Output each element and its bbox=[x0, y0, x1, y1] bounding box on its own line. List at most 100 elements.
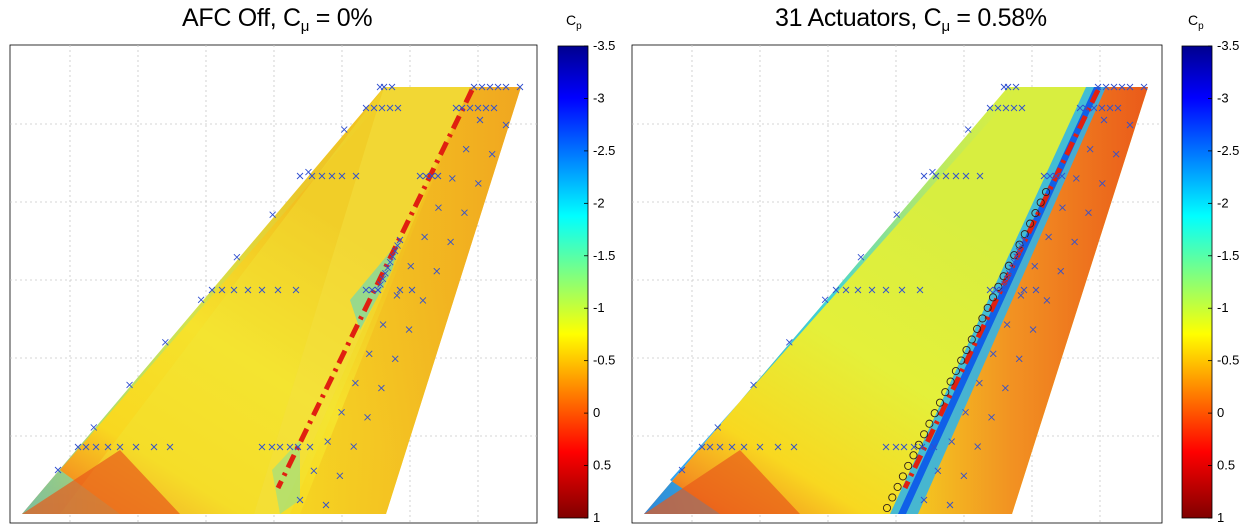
pressure-tap-marker bbox=[1085, 209, 1092, 217]
pressure-tap-marker bbox=[276, 443, 284, 451]
actuator-marker bbox=[888, 493, 897, 502]
pressure-tap-marker bbox=[1015, 355, 1023, 363]
pressure-tap-marker bbox=[1002, 104, 1010, 112]
pressure-tap-marker bbox=[362, 286, 370, 294]
pressure-tap-marker bbox=[269, 211, 276, 218]
pressure-tap-marker bbox=[54, 466, 62, 474]
pressure-tap-marker bbox=[452, 104, 460, 112]
colorbar-tick-label: 0 bbox=[1217, 405, 1224, 420]
actuator-marker bbox=[1015, 240, 1024, 249]
pressure-tap-marker bbox=[910, 443, 918, 451]
pressure-tap-marker bbox=[150, 443, 158, 451]
pressure-tap-marker bbox=[407, 262, 415, 270]
pressure-tap-marker bbox=[989, 350, 997, 358]
pressure-tap-marker bbox=[338, 408, 345, 416]
pressure-tap-marker bbox=[516, 83, 524, 91]
actuator-marker bbox=[1026, 219, 1035, 228]
pressure-tap-marker bbox=[296, 172, 304, 180]
actuator-marker bbox=[930, 409, 939, 418]
pressure-tap-marker bbox=[1031, 262, 1039, 270]
pressure-tap-marker bbox=[1114, 104, 1122, 112]
pressure-tap-marker bbox=[126, 381, 133, 389]
colorbar-tick-label: -0.5 bbox=[593, 353, 615, 368]
pressure-tap-marker bbox=[394, 104, 402, 112]
pressure-tap-marker bbox=[447, 238, 454, 246]
pressure-tap-marker bbox=[842, 286, 850, 294]
actuator-marker bbox=[988, 293, 998, 302]
pressure-tap-marker bbox=[1052, 172, 1060, 180]
pressure-tap-marker bbox=[893, 211, 900, 218]
pressure-tap-marker bbox=[132, 443, 140, 451]
left-colorbar-label: Cp bbox=[566, 12, 582, 32]
pressure-tap-marker bbox=[305, 168, 312, 176]
pressure-tap-marker bbox=[920, 496, 928, 504]
pressure-tap-marker bbox=[292, 286, 300, 294]
pressure-tap-marker bbox=[976, 379, 983, 387]
colorbar-tick-label: -1.5 bbox=[1217, 248, 1239, 263]
actuator-marker bbox=[1020, 230, 1029, 239]
pressure-tap-marker bbox=[1001, 281, 1008, 288]
pressure-tap-marker bbox=[434, 172, 442, 180]
pressure-tap-marker bbox=[1072, 175, 1080, 182]
pressure-tap-marker bbox=[1112, 150, 1120, 158]
pressure-tap-marker bbox=[286, 443, 294, 451]
colorbar-tick-label: -3 bbox=[593, 90, 605, 105]
pressure-tap-marker bbox=[274, 286, 282, 294]
pressure-tap-marker bbox=[435, 204, 442, 212]
pressure-tap-marker bbox=[986, 104, 994, 112]
pressure-tap-marker bbox=[898, 286, 906, 294]
left-title-main: AFC Off, C bbox=[182, 4, 301, 32]
actuator-marker bbox=[941, 388, 950, 397]
actuator-marker bbox=[1004, 261, 1013, 270]
pressure-tap-marker bbox=[233, 253, 241, 261]
pressure-tap-marker bbox=[1015, 247, 1023, 255]
pressure-tap-marker bbox=[1045, 233, 1052, 241]
pressure-tap-marker bbox=[714, 424, 722, 431]
pressure-tap-marker bbox=[857, 253, 865, 261]
left-hinge-line bbox=[275, 88, 475, 490]
pressure-tap-marker bbox=[1090, 104, 1098, 112]
pressure-tap-marker bbox=[391, 355, 399, 363]
pressure-tap-marker bbox=[1002, 384, 1009, 392]
pressure-tap-marker bbox=[352, 172, 360, 180]
pressure-tap-marker bbox=[377, 281, 384, 288]
pressure-tap-marker bbox=[470, 83, 478, 91]
pressure-tap-marker bbox=[336, 472, 344, 480]
pressure-tap-marker bbox=[1010, 258, 1018, 266]
actuator-marker bbox=[909, 451, 918, 460]
colorbar-tick-label: -2.5 bbox=[593, 143, 615, 158]
left-title-tail: = 0% bbox=[309, 4, 373, 32]
pressure-tap-marker bbox=[1086, 145, 1094, 153]
pressure-tap-marker bbox=[786, 339, 793, 346]
pressure-tap-marker bbox=[821, 296, 829, 304]
pressure-tap-marker bbox=[370, 104, 378, 112]
pressure-tap-marker bbox=[208, 286, 216, 294]
pressure-tap-marker bbox=[461, 209, 468, 217]
pressure-tap-marker bbox=[1058, 172, 1066, 180]
pressure-tap-marker bbox=[448, 175, 456, 182]
left-title-sub: μ bbox=[300, 18, 310, 35]
pressure-tap-marker bbox=[408, 286, 416, 294]
pressure-tap-marker bbox=[994, 104, 1002, 112]
left-colorbar-strip bbox=[557, 45, 589, 519]
actuator-marker bbox=[999, 272, 1008, 281]
colorbar-tick-label: -3.5 bbox=[593, 38, 615, 53]
left-chart-title: AFC Off, Cμ = 0% bbox=[182, 4, 373, 35]
pressure-tap-marker bbox=[892, 443, 900, 451]
pressure-tap-marker bbox=[1020, 286, 1028, 294]
pressure-tap-marker bbox=[1043, 297, 1051, 304]
pressure-tap-marker bbox=[929, 168, 936, 176]
pressure-tap-marker bbox=[116, 443, 124, 451]
pressure-tap-marker bbox=[706, 443, 714, 451]
pressure-tap-marker bbox=[962, 408, 969, 416]
pressure-tap-marker bbox=[258, 443, 266, 451]
pressure-tap-marker bbox=[986, 286, 994, 294]
pressure-tap-marker bbox=[90, 424, 98, 431]
colorbar-tick-label: -2.5 bbox=[1217, 143, 1239, 158]
pressure-tap-marker bbox=[964, 126, 972, 133]
pressure-tap-marker bbox=[474, 104, 482, 112]
pressure-tap-marker bbox=[322, 501, 330, 509]
pressure-tap-marker bbox=[340, 126, 348, 133]
actuator-marker bbox=[914, 440, 923, 449]
